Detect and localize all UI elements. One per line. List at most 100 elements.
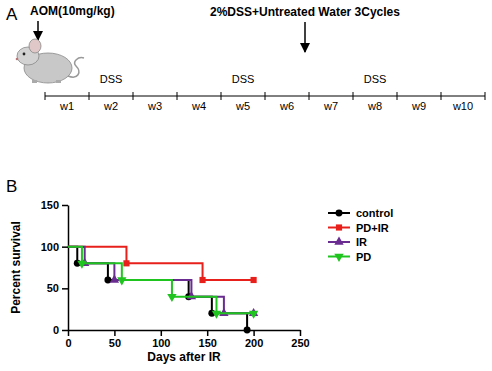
tick-mark	[62, 205, 68, 207]
survival-point	[251, 277, 257, 283]
dss-label: DSS	[100, 73, 123, 85]
dss-label: DSS	[232, 73, 255, 85]
panel-label: B	[6, 177, 17, 196]
mouse-nose	[16, 58, 19, 61]
tick: 100	[152, 330, 170, 349]
axis-line	[68, 206, 70, 331]
y-axis: 0 50 100 150	[41, 199, 69, 336]
tick: 50	[109, 330, 121, 349]
tick: 100	[41, 241, 68, 253]
legend-symbol	[334, 254, 343, 262]
survival-point	[249, 311, 258, 319]
tick-mark	[300, 330, 302, 336]
survival-point	[219, 308, 228, 316]
tick-label: 0	[53, 324, 59, 336]
tick-mark	[62, 246, 68, 248]
legend-symbol	[336, 210, 343, 217]
timeline-tick	[177, 92, 178, 100]
timeline-tick	[133, 92, 134, 100]
regimen-label: 2%DSS+Untreated Water 3Cycles	[210, 5, 400, 19]
legend-label: control	[356, 207, 393, 219]
week-label: w1	[59, 100, 74, 112]
tick-label: 150	[41, 199, 59, 211]
legend-label: IR	[356, 236, 367, 248]
timeline-tick	[353, 92, 354, 100]
legend-label: PD+IR	[356, 222, 389, 234]
tick-mark	[62, 330, 68, 332]
tick-label: 50	[109, 337, 121, 349]
tick-mark	[114, 330, 116, 336]
tick-label: 50	[47, 282, 59, 294]
survival-point	[212, 311, 221, 319]
tick-label: 150	[199, 337, 217, 349]
survival-point	[167, 294, 176, 302]
axis-line	[69, 330, 301, 332]
legend-symbol	[336, 224, 342, 230]
x-axis: 0 50 100 150 200 250	[65, 330, 309, 349]
timeline-tick	[309, 92, 310, 100]
survival-point	[123, 260, 129, 266]
y-axis-title: Percent survival	[9, 221, 23, 314]
arrow	[304, 22, 306, 52]
survival-line	[68, 247, 254, 314]
legend-item: PD	[328, 251, 371, 263]
tick: 0	[53, 324, 68, 336]
timeline-tick	[441, 92, 442, 100]
tick-mark	[207, 330, 209, 336]
arrow	[37, 21, 39, 40]
survival-point	[187, 291, 196, 299]
week-label: w6	[279, 100, 294, 112]
figure: A B AOM(10mg/kg) 2%DSS+Untreated Water 3Cyc…	[0, 0, 492, 371]
legend: control PD+IR IR PD	[328, 207, 393, 263]
legend-item: PD+IR	[328, 222, 389, 234]
tick-label: 0	[65, 337, 71, 349]
week-label: w8	[367, 100, 382, 112]
x-axis-title: Days after IR	[147, 350, 221, 364]
survival-point	[117, 277, 126, 285]
survival-line	[68, 247, 254, 314]
tick: 150	[41, 199, 68, 211]
week-label: w3	[147, 100, 162, 112]
dss-label: DSS	[364, 73, 387, 85]
tick-mark	[62, 288, 68, 290]
week-label: w7	[323, 100, 338, 112]
week-label: w5	[235, 100, 250, 112]
survival-point	[110, 275, 119, 283]
legend-item: IR	[328, 236, 367, 248]
survival-point	[77, 261, 86, 269]
timeline-tick	[221, 92, 222, 100]
survival-point	[199, 277, 205, 283]
chart-panel: 050100150200250050100150Days after IRPer…	[9, 199, 393, 364]
survival-point	[244, 327, 251, 334]
tick: 0	[65, 330, 71, 349]
timeline-tick	[265, 92, 266, 100]
timeline-tick	[485, 92, 486, 100]
mouse-eye	[23, 53, 26, 56]
tick-label: 100	[152, 337, 170, 349]
tick-mark	[253, 330, 255, 336]
tick: 250	[291, 330, 309, 349]
legend-label: PD	[356, 251, 371, 263]
mouse-foot	[32, 80, 37, 83]
tick: 150	[199, 330, 217, 349]
treatment-label: AOM(10mg/kg)	[30, 4, 115, 18]
legend-symbol	[334, 237, 343, 245]
timeline-tick	[89, 92, 90, 100]
mouse-foot	[56, 80, 61, 83]
tick: 50	[47, 282, 68, 294]
legend-item: control	[328, 207, 393, 219]
mouse-ear	[29, 39, 41, 53]
mouse-icon	[16, 39, 84, 83]
panel-label: A	[6, 5, 18, 24]
timeline-panel: AOM(10mg/kg) 2%DSS+Untreated Water 3Cycle…	[16, 4, 485, 112]
survival-line	[68, 247, 247, 330]
week-label: w2	[103, 100, 118, 112]
timeline-tick	[45, 92, 46, 100]
week-label: w10	[452, 100, 473, 112]
tick-label: 250	[291, 337, 309, 349]
timeline-tick	[397, 92, 398, 100]
week-label: w9	[411, 100, 426, 112]
tick-label: 200	[245, 337, 263, 349]
tick-label: 100	[41, 241, 59, 253]
plot-area	[68, 247, 258, 334]
